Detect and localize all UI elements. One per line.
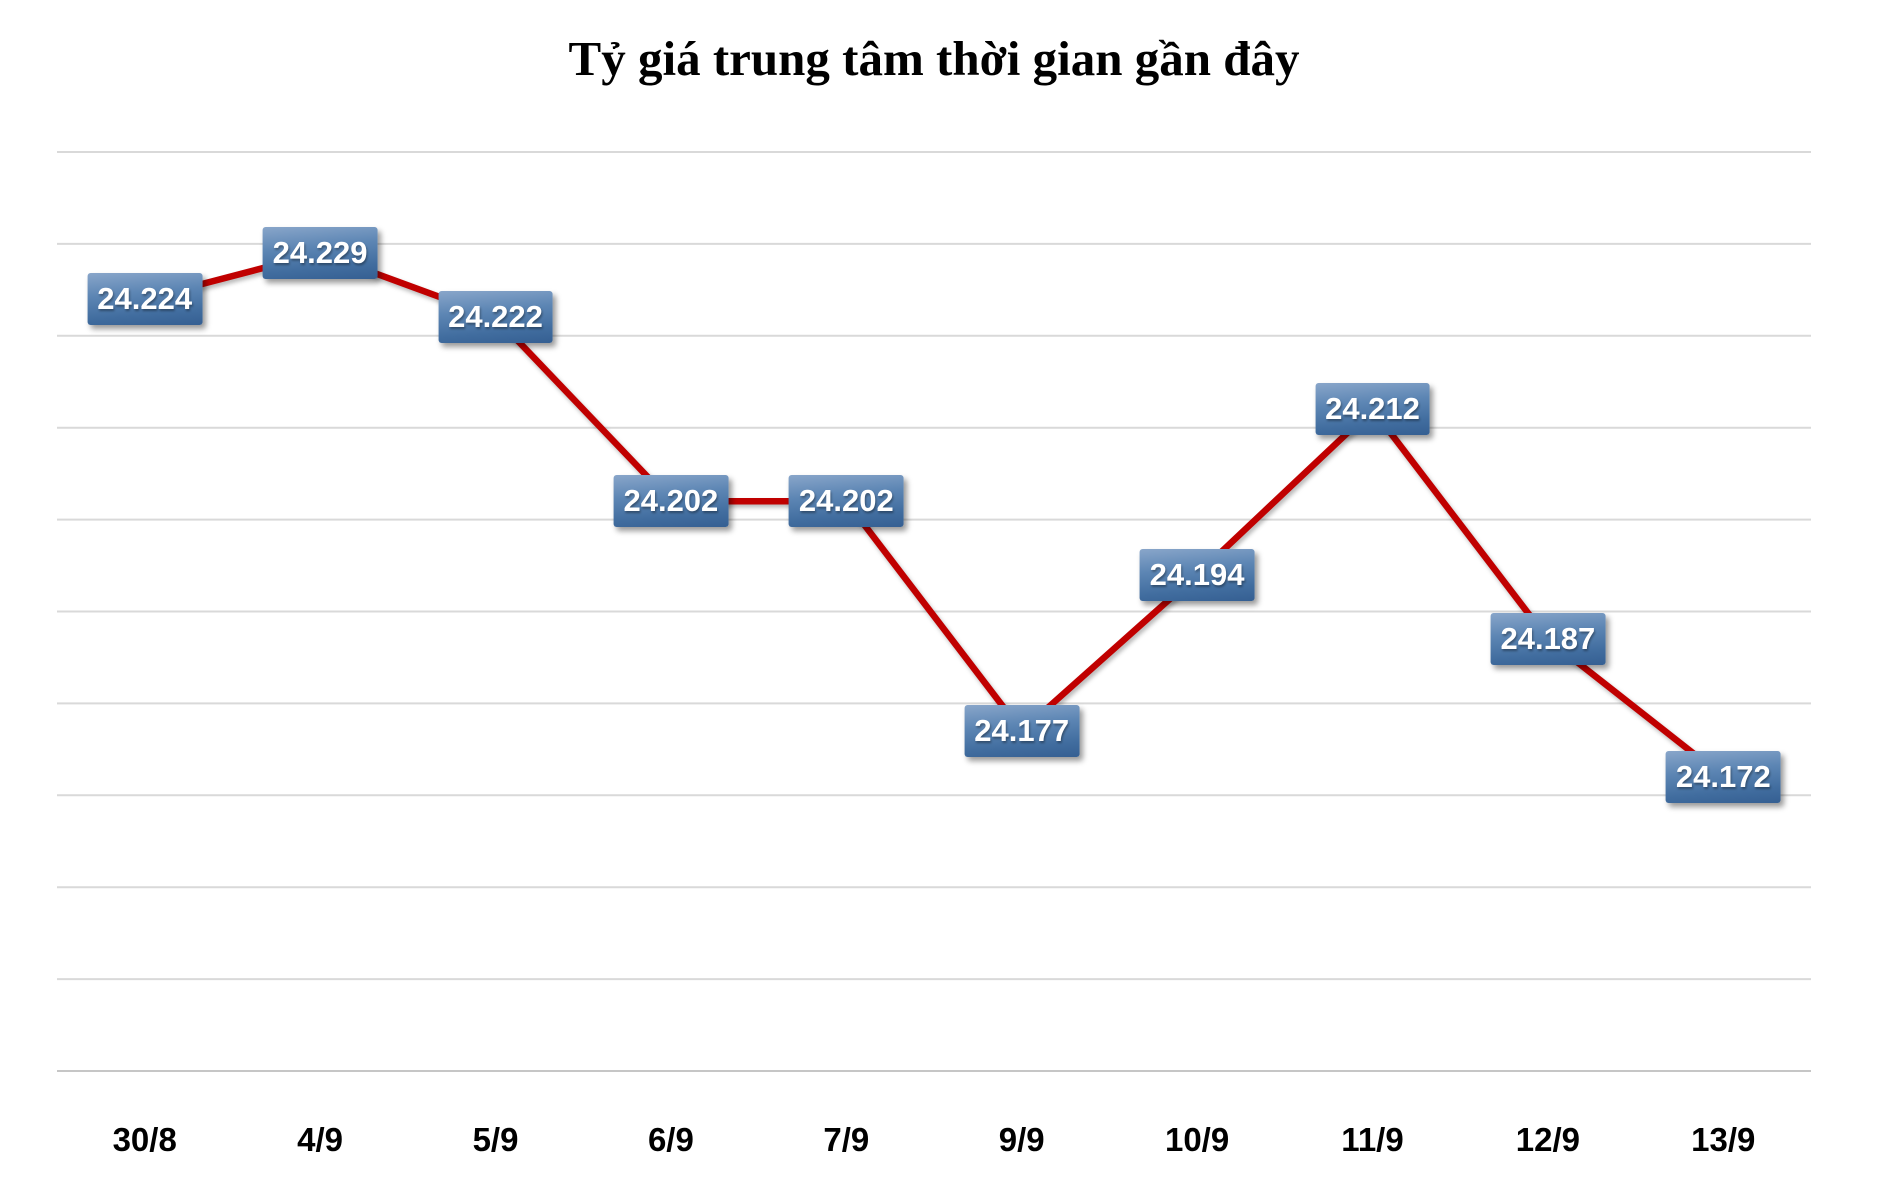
data-label: 24.202 [613, 475, 729, 528]
x-axis-label: 30/8 [112, 1121, 177, 1158]
x-axis-label: 10/9 [1164, 1121, 1230, 1158]
price-line [141, 249, 1727, 781]
x-axis-label: 4/9 [297, 1121, 344, 1158]
data-label: 24.212 [1315, 383, 1430, 436]
x-axis-label: 5/9 [472, 1121, 519, 1158]
data-label: 24.202 [788, 475, 904, 528]
chart-title: Tỷ giá trung tâm thời gian gần đây [568, 31, 1300, 86]
data-label: 24.172 [1665, 750, 1781, 803]
x-axis-label: 11/9 [1341, 1121, 1404, 1158]
x-axis-label: 12/9 [1515, 1121, 1581, 1158]
data-label: 24.187 [1490, 613, 1606, 666]
data-label: 24.177 [964, 704, 1080, 757]
data-label: 24.222 [438, 291, 553, 344]
x-axis-label: 7/9 [823, 1121, 870, 1158]
data-label: 24.229 [262, 227, 378, 280]
data-label: 24.194 [1139, 548, 1255, 601]
x-axis-label: 9/9 [998, 1121, 1045, 1158]
data-label: 24.224 [87, 273, 203, 326]
x-axis-label: 6/9 [647, 1121, 694, 1158]
x-axis-label: 13/9 [1691, 1121, 1756, 1158]
